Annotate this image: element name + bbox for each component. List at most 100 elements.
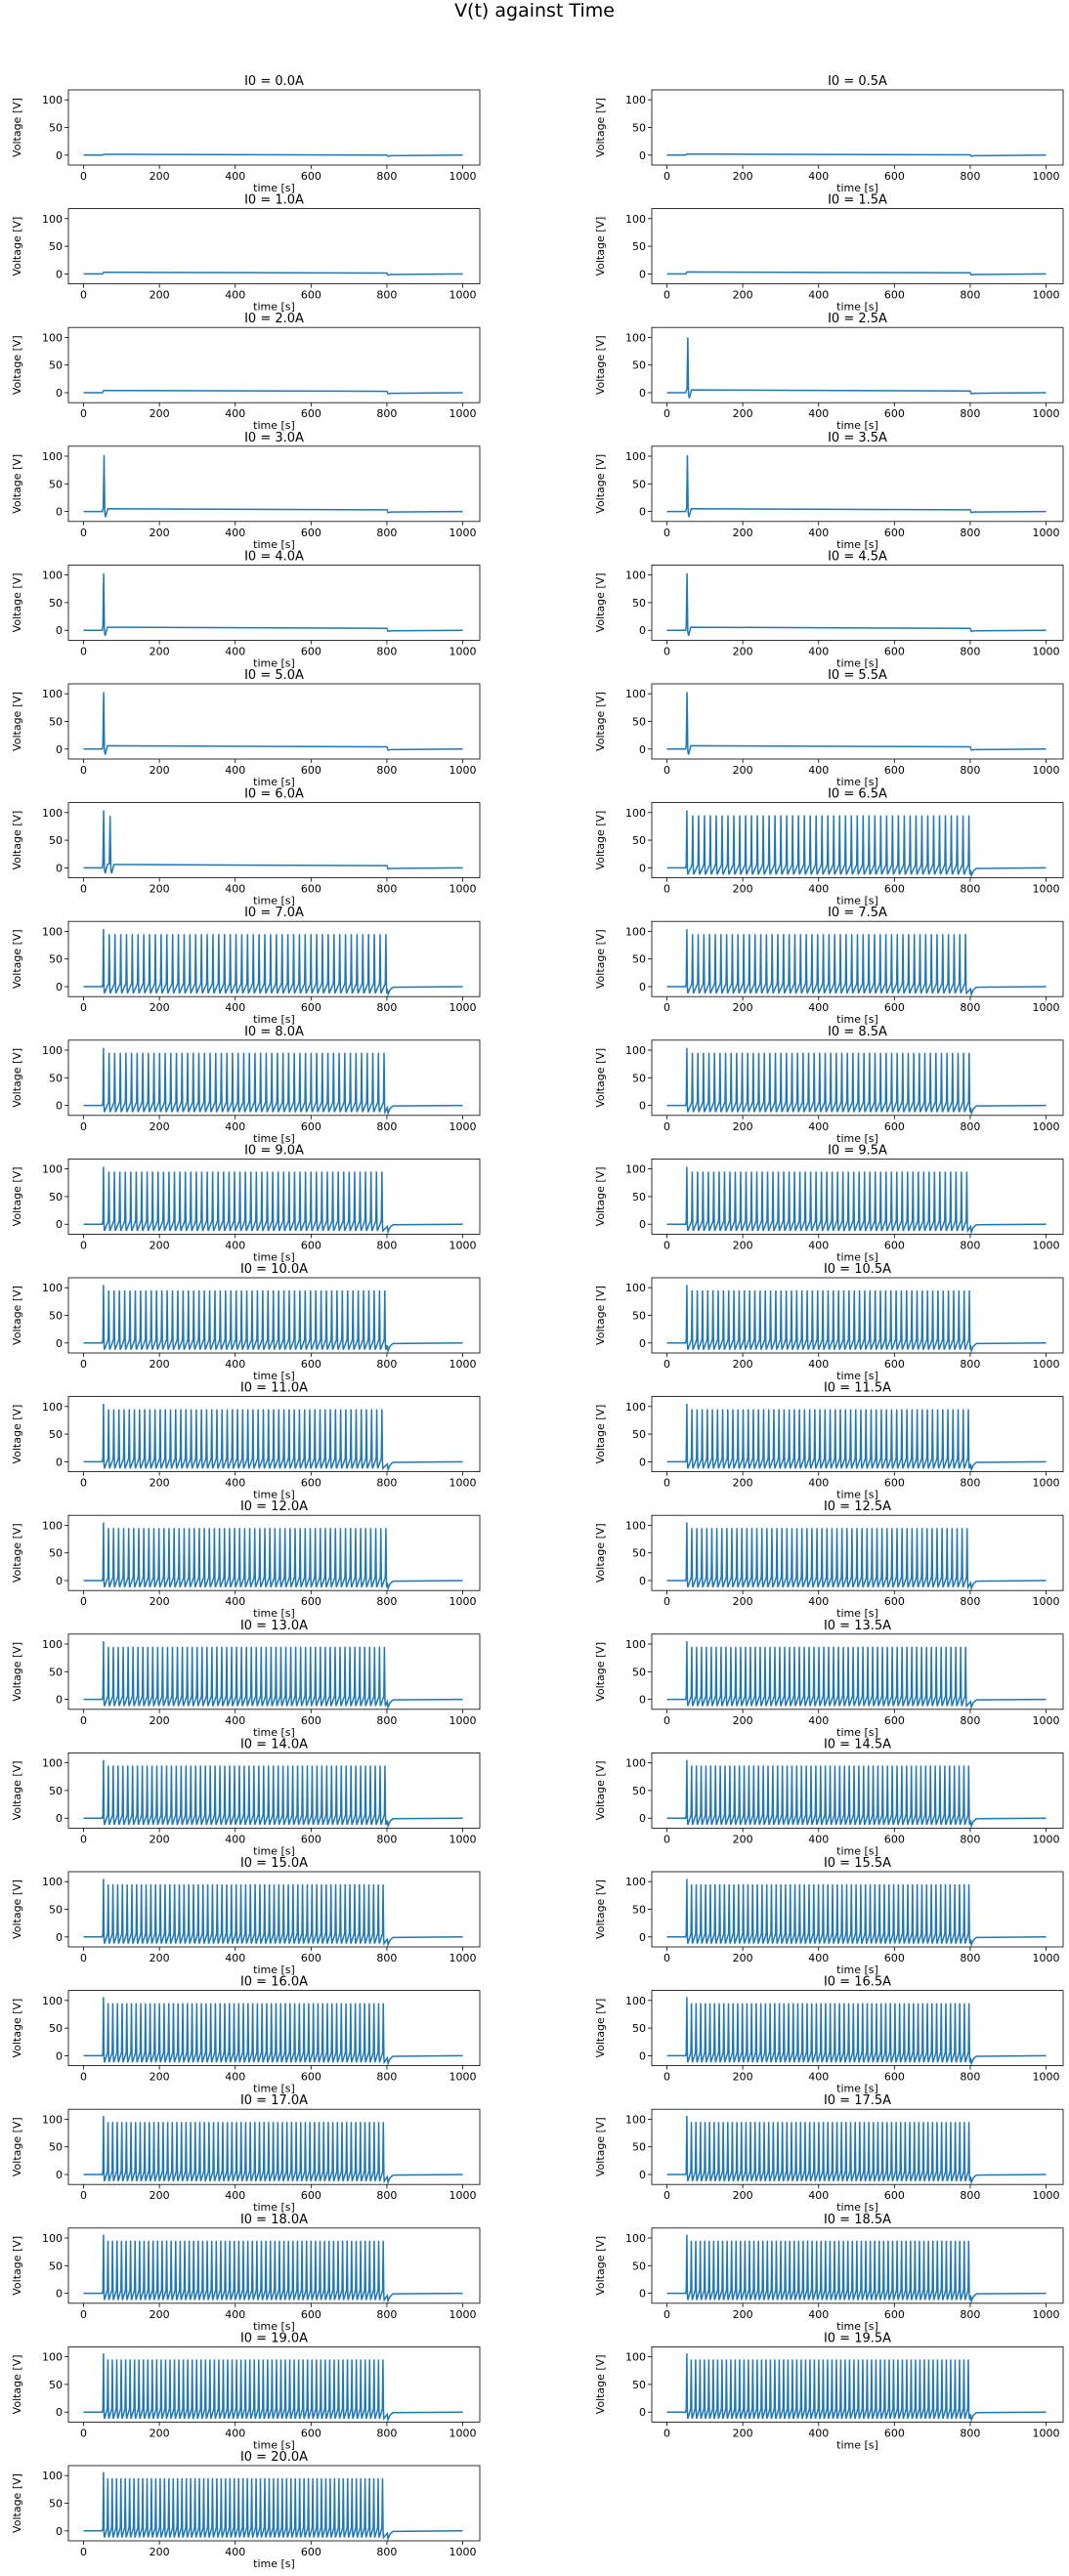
x-axis-label: time [s] [836, 1132, 878, 1145]
y-tick-label: 100 [625, 1282, 646, 1294]
y-tick-label: 100 [42, 1757, 63, 1770]
x-tick-label: 600 [884, 170, 905, 183]
y-tick-label: 0 [56, 1575, 63, 1587]
x-tick-label: 600 [301, 2071, 321, 2084]
x-tick-label: 600 [884, 1477, 905, 1490]
x-tick-label: 0 [663, 1120, 670, 1133]
y-axis-label: Voltage [V] [11, 1405, 23, 1464]
y-tick-label: 100 [42, 1163, 63, 1176]
x-tick-label: 1000 [449, 2189, 477, 2202]
x-tick-label: 400 [808, 2071, 829, 2084]
subplot: I0 = 6.0A 0 200 400 600 800 1000 0 50 100 time [s]… [11, 787, 481, 908]
voltage-trace-line [666, 692, 1047, 755]
x-tick-label: 800 [960, 764, 980, 777]
y-axis-label: Voltage [V] [11, 454, 23, 514]
subplot-title: I0 = 19.0A [240, 2331, 308, 2345]
x-tick-label: 400 [225, 1358, 245, 1371]
x-tick-label: 800 [376, 407, 397, 420]
x-axis-label: time [s] [253, 1964, 295, 1976]
x-tick-label: 0 [80, 764, 87, 777]
x-tick-label: 600 [301, 1714, 321, 1727]
y-tick-label: 0 [639, 2049, 646, 2062]
y-tick-label: 100 [625, 1401, 646, 1414]
x-tick-label: 800 [376, 1833, 397, 1845]
y-tick-label: 50 [49, 1666, 63, 1678]
y-tick-label: 50 [632, 240, 646, 253]
subplot-title: I0 = 3.5A [828, 431, 887, 445]
x-tick-label: 400 [808, 527, 829, 539]
x-tick-label: 400 [225, 764, 245, 777]
x-tick-label: 1000 [449, 1358, 477, 1371]
x-tick-label: 600 [884, 527, 905, 539]
y-tick-label: 50 [49, 716, 63, 729]
y-tick-label: 0 [56, 149, 63, 162]
subplot-title: I0 = 19.5A [824, 2331, 891, 2345]
x-tick-label: 1000 [449, 2546, 477, 2558]
y-axis-label: Voltage [V] [11, 1760, 23, 1820]
axes-frame [651, 565, 1064, 641]
x-tick-label: 800 [960, 883, 980, 896]
x-tick-label: 200 [150, 883, 170, 896]
y-tick-label: 100 [42, 1638, 63, 1651]
y-tick-label: 0 [56, 2406, 63, 2419]
x-tick-label: 200 [150, 170, 170, 183]
x-tick-label: 800 [376, 2308, 397, 2321]
x-axis-label: time [s] [836, 1964, 878, 1976]
y-tick-label: 50 [632, 2259, 646, 2272]
voltage-trace-line [666, 2353, 1047, 2423]
x-tick-label: 400 [225, 527, 245, 539]
x-tick-label: 800 [960, 645, 980, 657]
y-tick-label: 50 [49, 2141, 63, 2154]
y-tick-label: 50 [632, 597, 646, 610]
x-tick-label: 600 [301, 1239, 321, 1251]
subplot: I0 = 12.0A 0 200 400 600 800 1000 0 50 100 time [s… [11, 1499, 481, 1620]
y-tick-label: 0 [56, 1218, 63, 1231]
y-tick-label: 50 [632, 1785, 646, 1797]
y-tick-label: 100 [625, 807, 646, 820]
subplot-title: I0 = 7.0A [244, 906, 304, 920]
y-tick-label: 50 [632, 1310, 646, 1323]
y-tick-label: 100 [42, 450, 63, 463]
x-tick-label: 600 [884, 883, 905, 896]
x-tick-label: 1000 [449, 2427, 477, 2439]
x-axis-label: time [s] [836, 1489, 878, 1501]
x-axis-label: time [s] [253, 182, 295, 194]
y-axis-label: Voltage [V] [594, 692, 607, 751]
x-tick-label: 1000 [449, 1714, 477, 1727]
y-tick-label: 100 [625, 1995, 646, 2007]
subplot-title: I0 = 9.5A [828, 1143, 887, 1158]
x-tick-label: 200 [150, 645, 170, 657]
x-tick-label: 800 [960, 407, 980, 420]
subplot: I0 = 7.0A 0 200 400 600 800 1000 0 50 100 time [s]… [11, 906, 481, 1026]
x-tick-label: 800 [960, 527, 980, 539]
subplot-title: I0 = 16.5A [824, 1975, 891, 1990]
y-tick-label: 0 [639, 387, 646, 400]
x-axis-label: time [s] [836, 1726, 878, 1739]
y-tick-label: 0 [639, 743, 646, 756]
x-tick-label: 200 [733, 2189, 753, 2202]
x-tick-label: 200 [150, 2308, 170, 2321]
x-tick-label: 400 [808, 1714, 829, 1727]
x-tick-label: 400 [808, 1595, 829, 1608]
voltage-trace-line [666, 337, 1047, 399]
voltage-trace-line [666, 1047, 1047, 1117]
x-tick-label: 400 [225, 1120, 245, 1133]
voltage-trace-line [666, 454, 1047, 518]
y-tick-label: 100 [625, 1163, 646, 1176]
x-tick-label: 800 [376, 2071, 397, 2084]
y-axis-label: Voltage [V] [594, 1760, 607, 1820]
subplot-title: I0 = 0.0A [244, 74, 304, 89]
subplot-title: I0 = 15.0A [240, 1856, 308, 1871]
y-tick-label: 0 [639, 1575, 646, 1587]
x-tick-label: 0 [80, 1833, 87, 1845]
voltage-trace-line [83, 2115, 463, 2185]
y-tick-label: 0 [56, 2525, 63, 2538]
y-tick-label: 100 [625, 331, 646, 344]
y-axis-label: Voltage [V] [594, 572, 607, 632]
x-tick-label: 400 [225, 1477, 245, 1490]
y-tick-label: 100 [625, 213, 646, 226]
y-tick-label: 100 [42, 1519, 63, 1532]
subplot: I0 = 13.0A 0 200 400 600 800 1000 0 50 100 time [s… [11, 1619, 481, 1739]
subplot: I0 = 20.0A 0 200 400 600 800 1000 0 50 100 time [s… [11, 2450, 481, 2570]
y-tick-label: 0 [639, 2169, 646, 2181]
